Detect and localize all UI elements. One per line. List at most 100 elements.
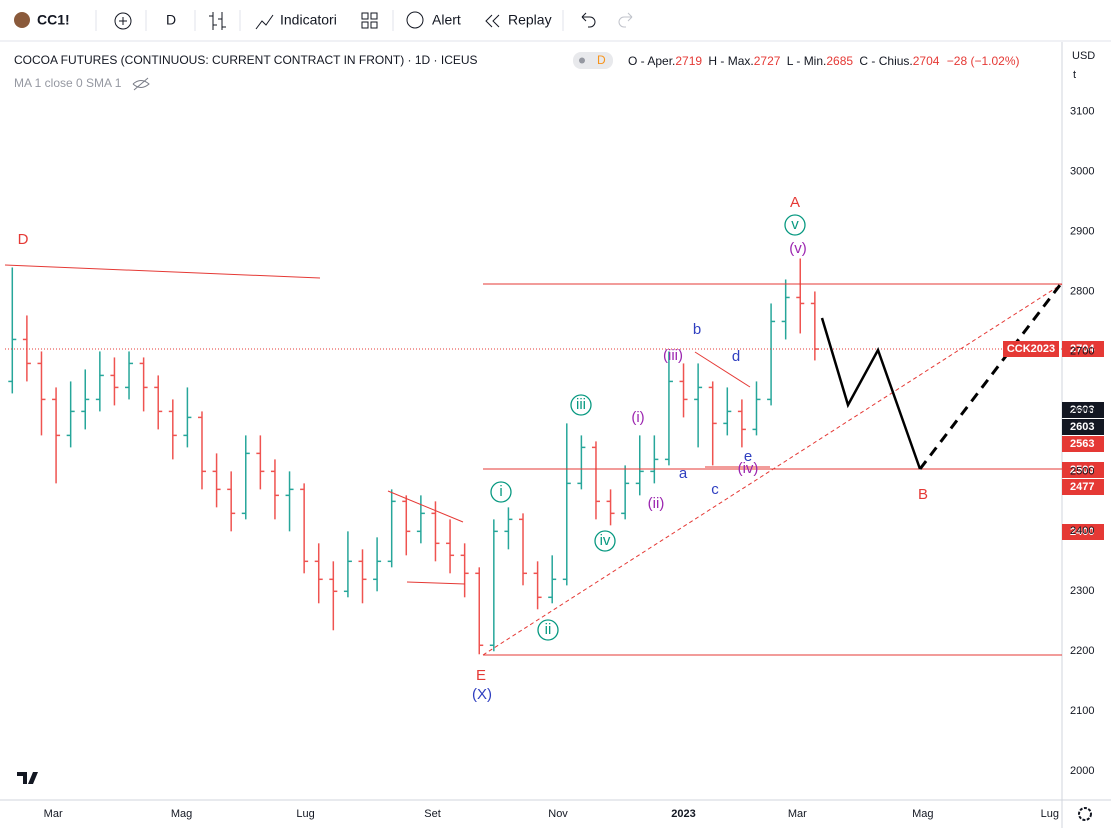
price-tag-label: 2603 (1070, 404, 1094, 416)
trend-line[interactable] (387, 490, 464, 523)
add-symbol[interactable] (114, 12, 132, 30)
wave-label: (ii) (648, 495, 665, 512)
hide-icon[interactable] (132, 77, 150, 91)
trend-line[interactable] (694, 351, 751, 388)
contract-tag (1003, 341, 1059, 357)
x-tick-label: Set (424, 808, 441, 820)
settings[interactable] (1078, 807, 1092, 821)
ohlc-key: L - Min. (787, 54, 827, 68)
indicators-icon[interactable] (255, 14, 274, 30)
y-tick-label: 2200 (1070, 645, 1094, 657)
wave-label: v (791, 216, 799, 233)
currency[interactable]: USD (1072, 50, 1095, 62)
wave-label: (iii) (663, 347, 683, 364)
indicators[interactable]: Indicatori (280, 12, 337, 28)
wave-circle (570, 394, 592, 416)
projection-path[interactable] (820, 317, 922, 470)
price-tag-label: 2603 (1070, 421, 1094, 433)
replay[interactable]: Replay (508, 12, 552, 28)
wave-label: B (918, 486, 928, 503)
wave-label: iii (576, 396, 586, 413)
price-tag (1062, 479, 1104, 495)
price-tag (1062, 436, 1104, 452)
undo[interactable] (581, 12, 596, 28)
price-tag (1062, 524, 1104, 540)
replay-icon[interactable] (485, 14, 500, 28)
x-tick-label: Mar (44, 808, 63, 820)
x-tick-label: Lug (296, 808, 314, 820)
layout-icon (370, 12, 378, 20)
trend-line[interactable] (482, 283, 1063, 656)
wave-label: b (693, 321, 701, 338)
wave-circle (784, 214, 806, 236)
y-tick-label: 2500 (1070, 465, 1094, 477)
wave-label: ii (545, 621, 552, 638)
ohlc-legend: O - Aper.2719 H - Max.2727 L - Min.2685 … (628, 54, 1020, 68)
wave-label: a (679, 465, 688, 482)
y-tick-label: 2400 (1070, 525, 1094, 537)
ohlc-key: C - Chius. (859, 54, 912, 68)
x-tick-label: Lug (1041, 808, 1059, 820)
wave-label: E (476, 667, 486, 684)
layout-icon (361, 21, 369, 29)
symbol-icon[interactable] (14, 12, 30, 28)
wave-label: c (711, 481, 719, 498)
x-tick-label: Nov (548, 808, 568, 820)
toolbar (0, 0, 1111, 41)
wave-label: (i) (631, 409, 644, 426)
price-tag-label: 2704 (1070, 343, 1095, 355)
ohlc-value: 2719 (675, 54, 702, 68)
ohlc-change: −28 (−1.02%) (947, 54, 1020, 68)
price-tag-label: 2400 (1070, 526, 1094, 538)
wave-label: (iv) (738, 460, 759, 477)
y-tick-label: 2000 (1070, 765, 1094, 777)
x-tick-label: Mar (788, 808, 807, 820)
projection-dashed[interactable] (918, 284, 1062, 470)
price-tag (1062, 341, 1104, 357)
unit[interactable]: t (1073, 69, 1076, 81)
ohlc-value: 2704 (913, 54, 940, 68)
trend-line[interactable] (4, 264, 321, 279)
chart-type[interactable] (209, 12, 226, 30)
price-tag (1062, 419, 1104, 435)
y-tick-label: 2300 (1070, 585, 1094, 597)
ohlc-value: 2727 (754, 54, 781, 68)
price-tag-label: 2503 (1070, 464, 1094, 476)
layout-icon[interactable] (361, 12, 369, 20)
symbol[interactable]: CC1! (37, 12, 70, 28)
add-symbol-plus (119, 17, 127, 25)
x-tick-label: 2023 (671, 808, 695, 820)
ohlc-value: 2685 (826, 54, 853, 68)
interval[interactable]: D (166, 12, 176, 28)
layout-icon (370, 21, 378, 29)
price-tag-label: 2563 (1070, 438, 1094, 450)
ohlc-key: H - Max. (708, 54, 753, 68)
wave-circle (490, 481, 512, 503)
contract-label: CCK2023 (1007, 343, 1055, 355)
badge: D (597, 53, 606, 67)
alert-icon[interactable] (406, 11, 424, 29)
wave-circle (594, 530, 616, 552)
redo[interactable] (618, 12, 633, 28)
price-tag (1062, 402, 1104, 418)
chart-title: COCOA FUTURES (CONTINUOUS: CURRENT CONTR… (14, 53, 478, 67)
wave-circle (537, 619, 559, 641)
y-tick-label: 3100 (1070, 105, 1094, 117)
wave-label: d (732, 348, 740, 365)
y-tick-label: 2800 (1070, 285, 1094, 297)
badge-pill (573, 52, 613, 69)
y-tick-label: 2100 (1070, 705, 1094, 717)
x-tick-label: Mag (171, 808, 192, 820)
y-tick-label: 2700 (1070, 345, 1094, 357)
bars (8, 258, 819, 655)
badge-dot (579, 57, 585, 64)
wave-label: e (744, 448, 752, 465)
trend-line[interactable] (406, 581, 466, 585)
y-tick-label: 2900 (1070, 225, 1094, 237)
alert[interactable]: Alert (432, 12, 461, 28)
wave-label: iv (600, 532, 611, 549)
wave-label: (v) (789, 240, 807, 257)
tv-logo[interactable] (17, 772, 38, 784)
wave-label: A (790, 194, 800, 211)
